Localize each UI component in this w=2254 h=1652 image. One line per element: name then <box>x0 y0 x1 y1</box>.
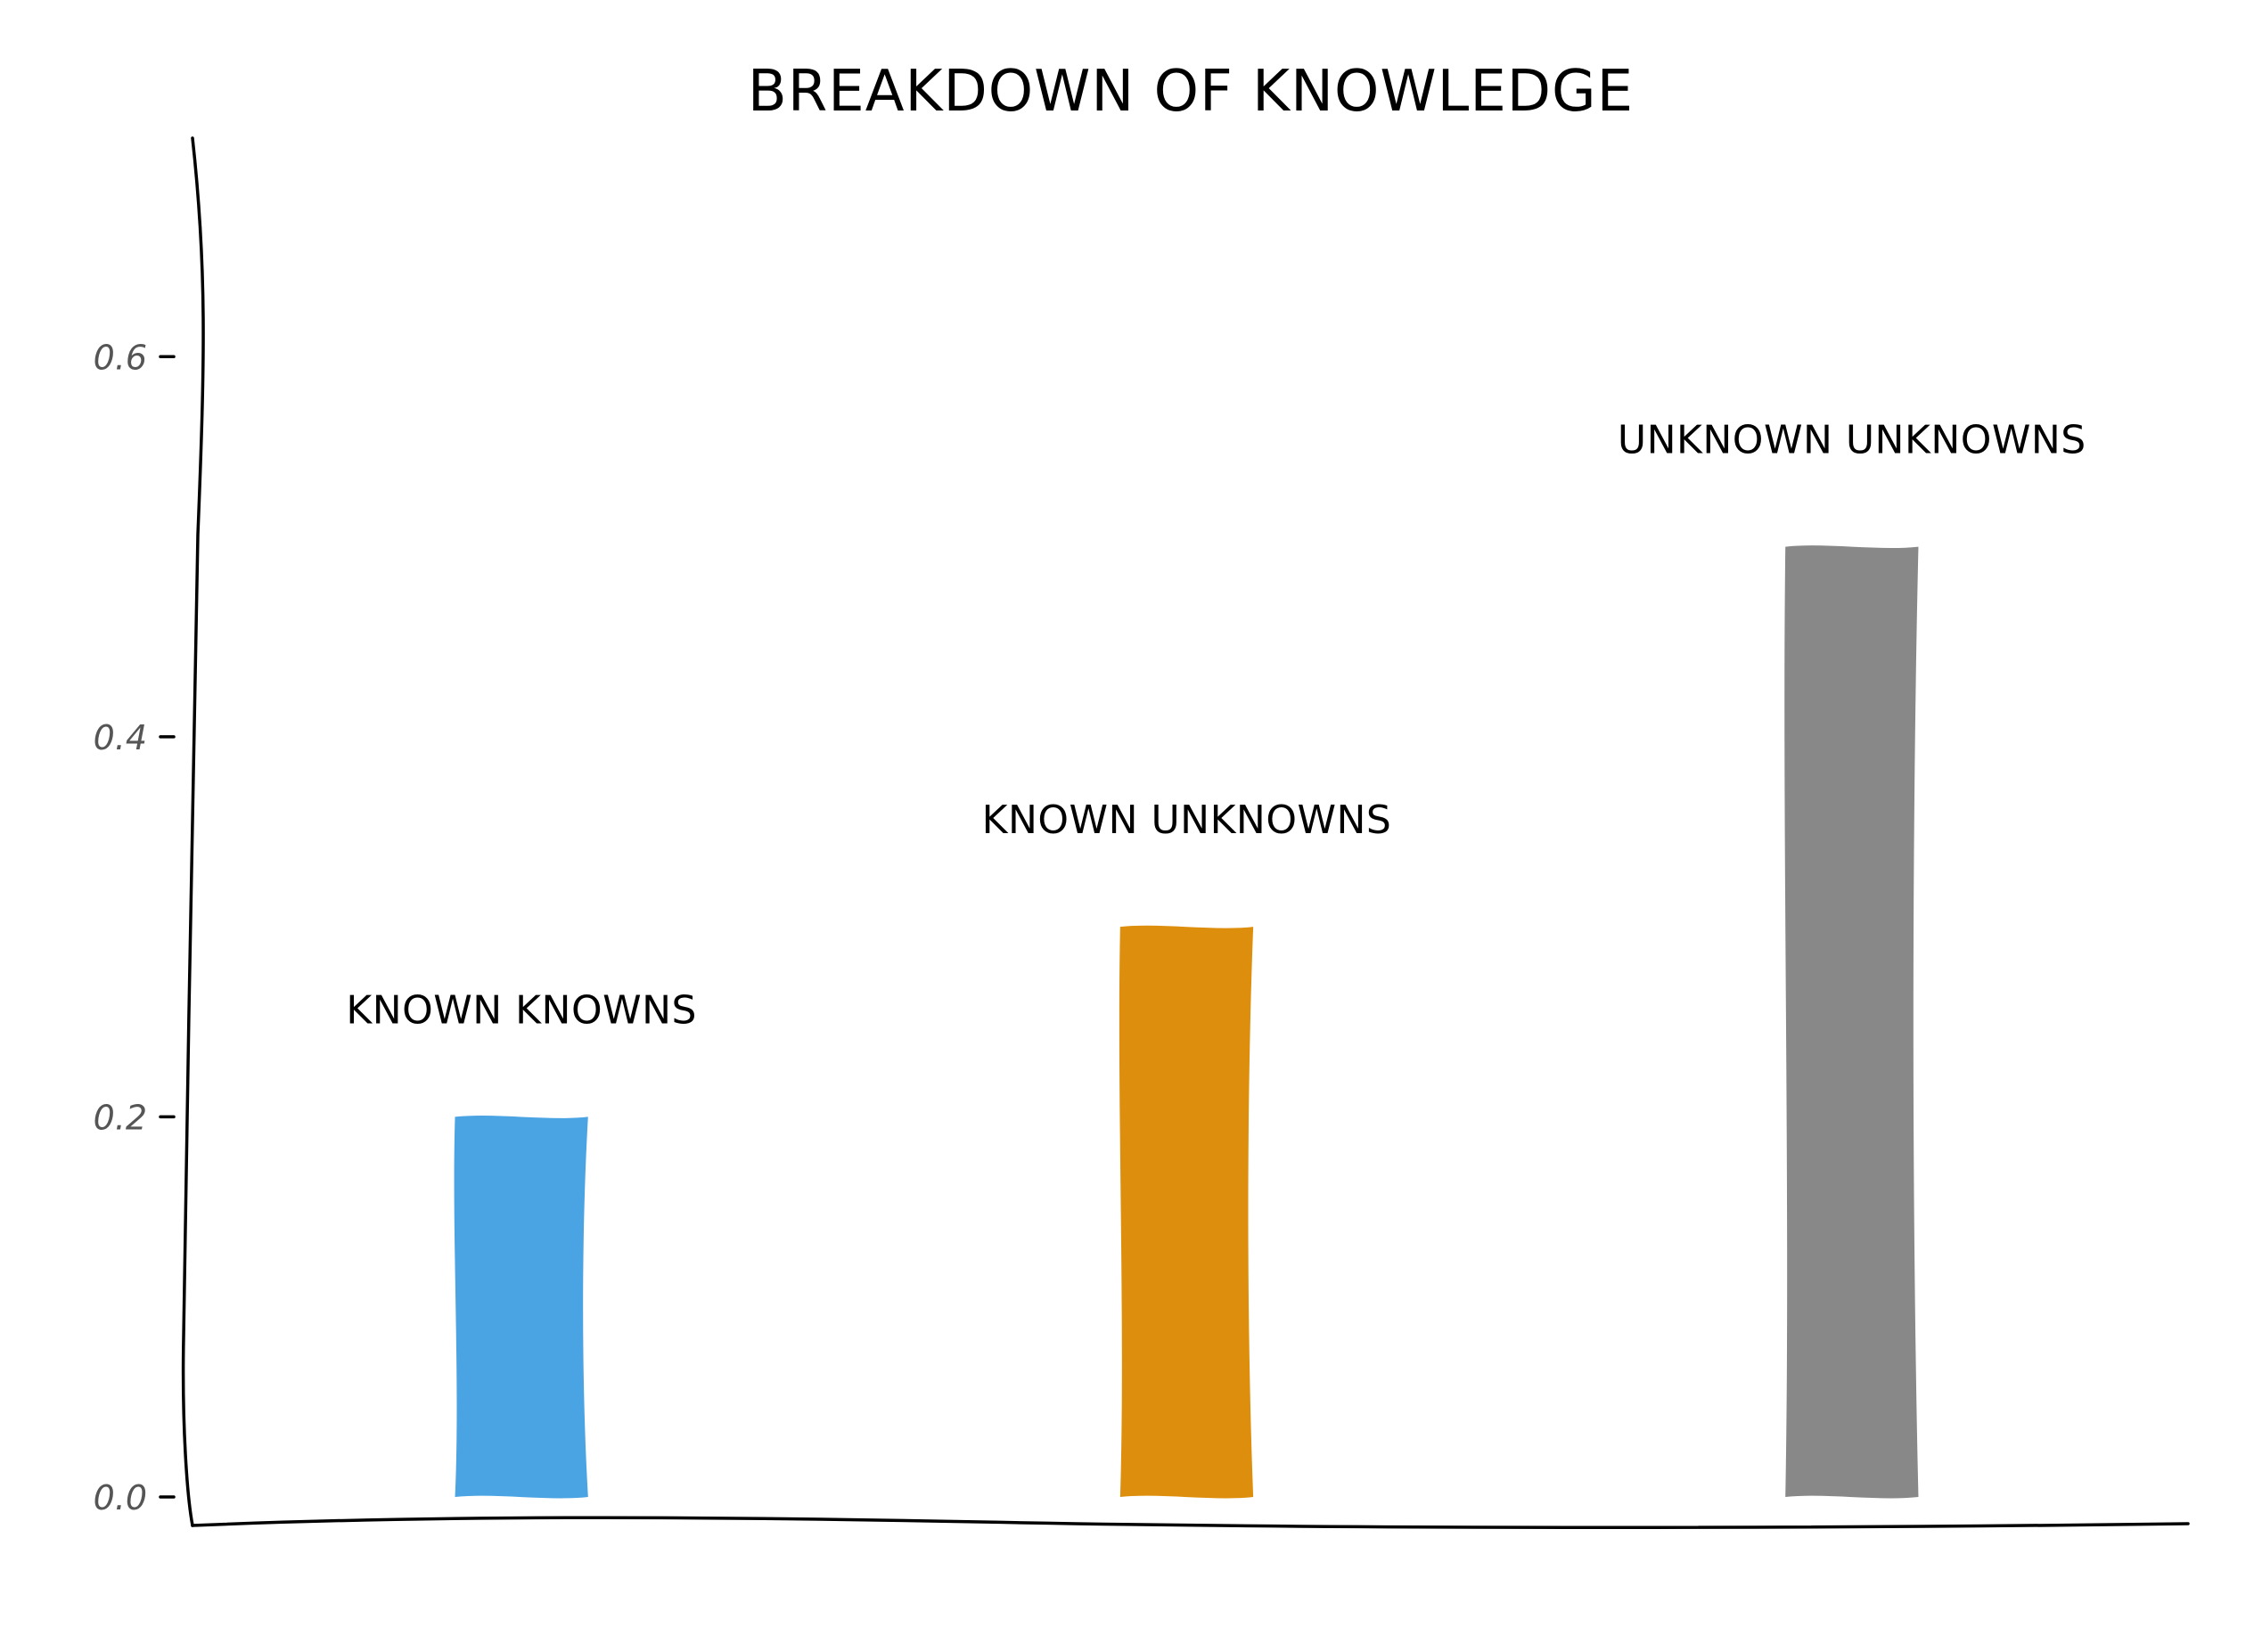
bar-labels: KNOWN KNOWNS KNOWN UNKNOWNS UNKNOWN UNKNOW… <box>346 418 2086 1034</box>
chart-title: BREAKDOWN OF KNOWLEDGE <box>748 59 1634 125</box>
x-axis-line <box>191 1516 2190 1530</box>
y-tick-label: 0.6 <box>94 338 147 377</box>
bar <box>454 1115 588 1499</box>
y-axis-line <box>181 136 205 1527</box>
bars <box>454 545 1919 1499</box>
bar <box>1784 545 1919 1499</box>
bar-label: KNOWN UNKNOWNS <box>982 797 1392 843</box>
y-tick-label: 0.2 <box>94 1098 147 1137</box>
bar <box>1119 925 1254 1499</box>
y-tick-label: 0.0 <box>94 1478 147 1517</box>
bar-label: UNKNOWN UNKNOWNS <box>1618 418 2086 463</box>
bar-label: KNOWN KNOWNS <box>346 987 697 1033</box>
y-tick-label: 0.4 <box>94 718 147 757</box>
y-ticks: 0.0 0.2 0.4 0.6 <box>94 338 176 1517</box>
